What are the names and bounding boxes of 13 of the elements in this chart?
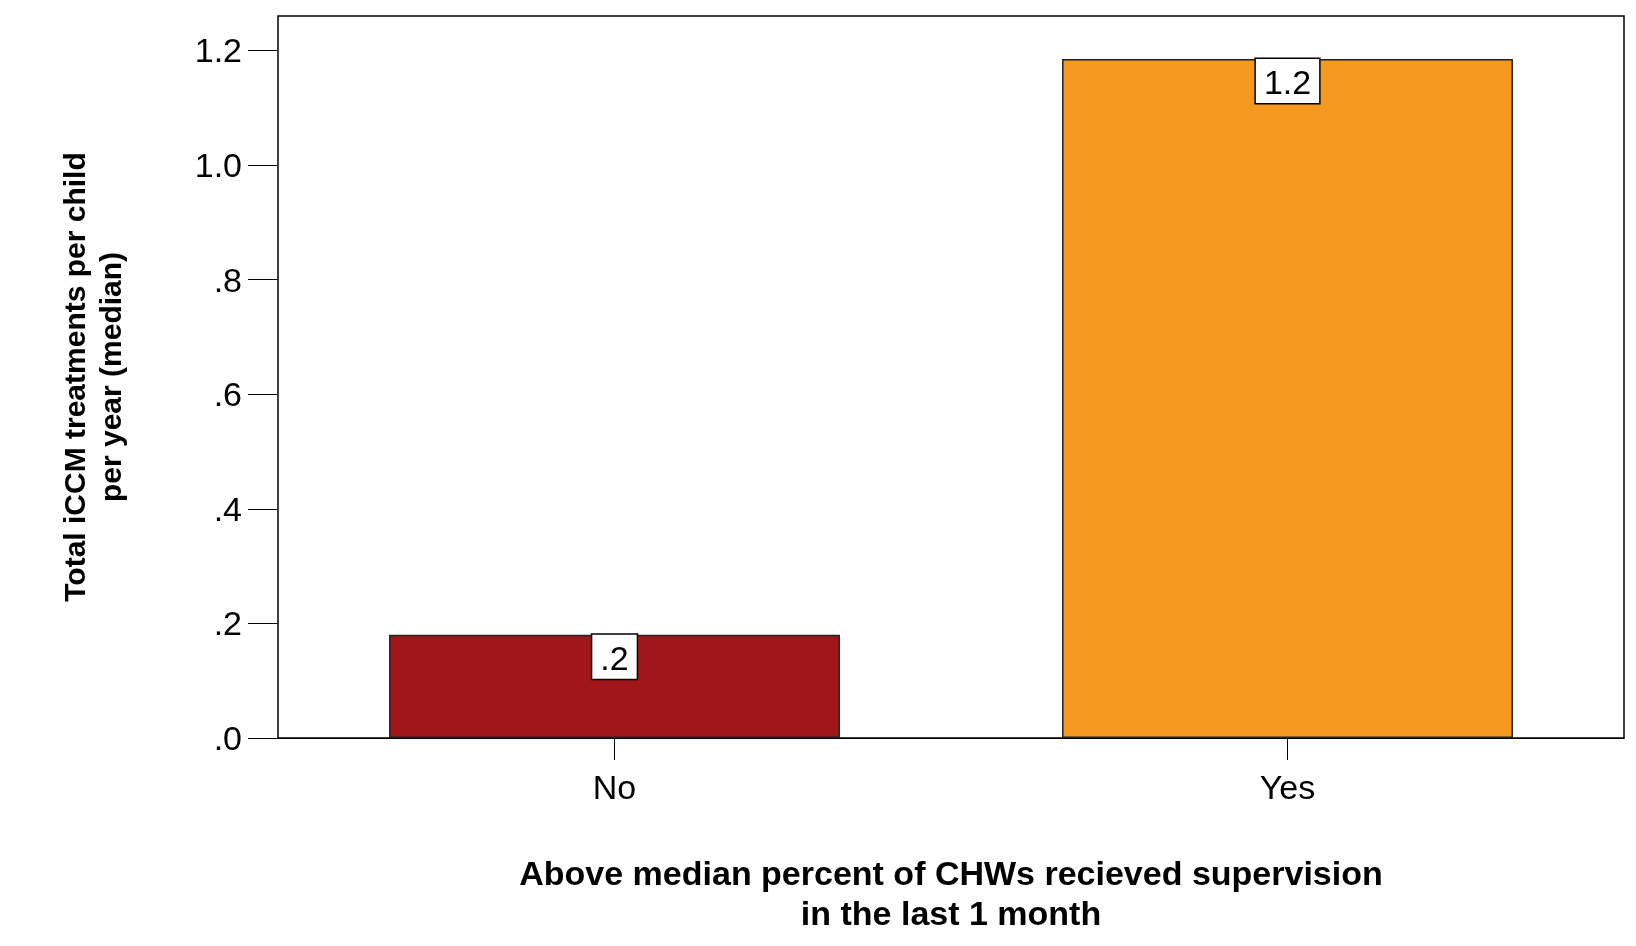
- y-tick-label: .2: [213, 604, 242, 643]
- y-tick-label: 1.0: [194, 145, 242, 184]
- data-label: 1.2: [1263, 62, 1312, 101]
- data-label: .2: [600, 638, 629, 677]
- y-tick-label: .0: [213, 719, 242, 757]
- y-tick-label: .6: [213, 375, 242, 414]
- y-tick-label: .4: [213, 489, 242, 528]
- x-axis-title: Above median percent of CHWs recieved supervision in the last 1 month: [519, 854, 1383, 932]
- y-axis-title: Total iCCM treatments per child per year (median): [57, 152, 127, 602]
- y-tick-label: 1.2: [194, 31, 242, 70]
- x-tick-label: No: [592, 768, 637, 806]
- x-tick-label: Yes: [1259, 768, 1316, 806]
- y-tick-label: .8: [213, 260, 242, 299]
